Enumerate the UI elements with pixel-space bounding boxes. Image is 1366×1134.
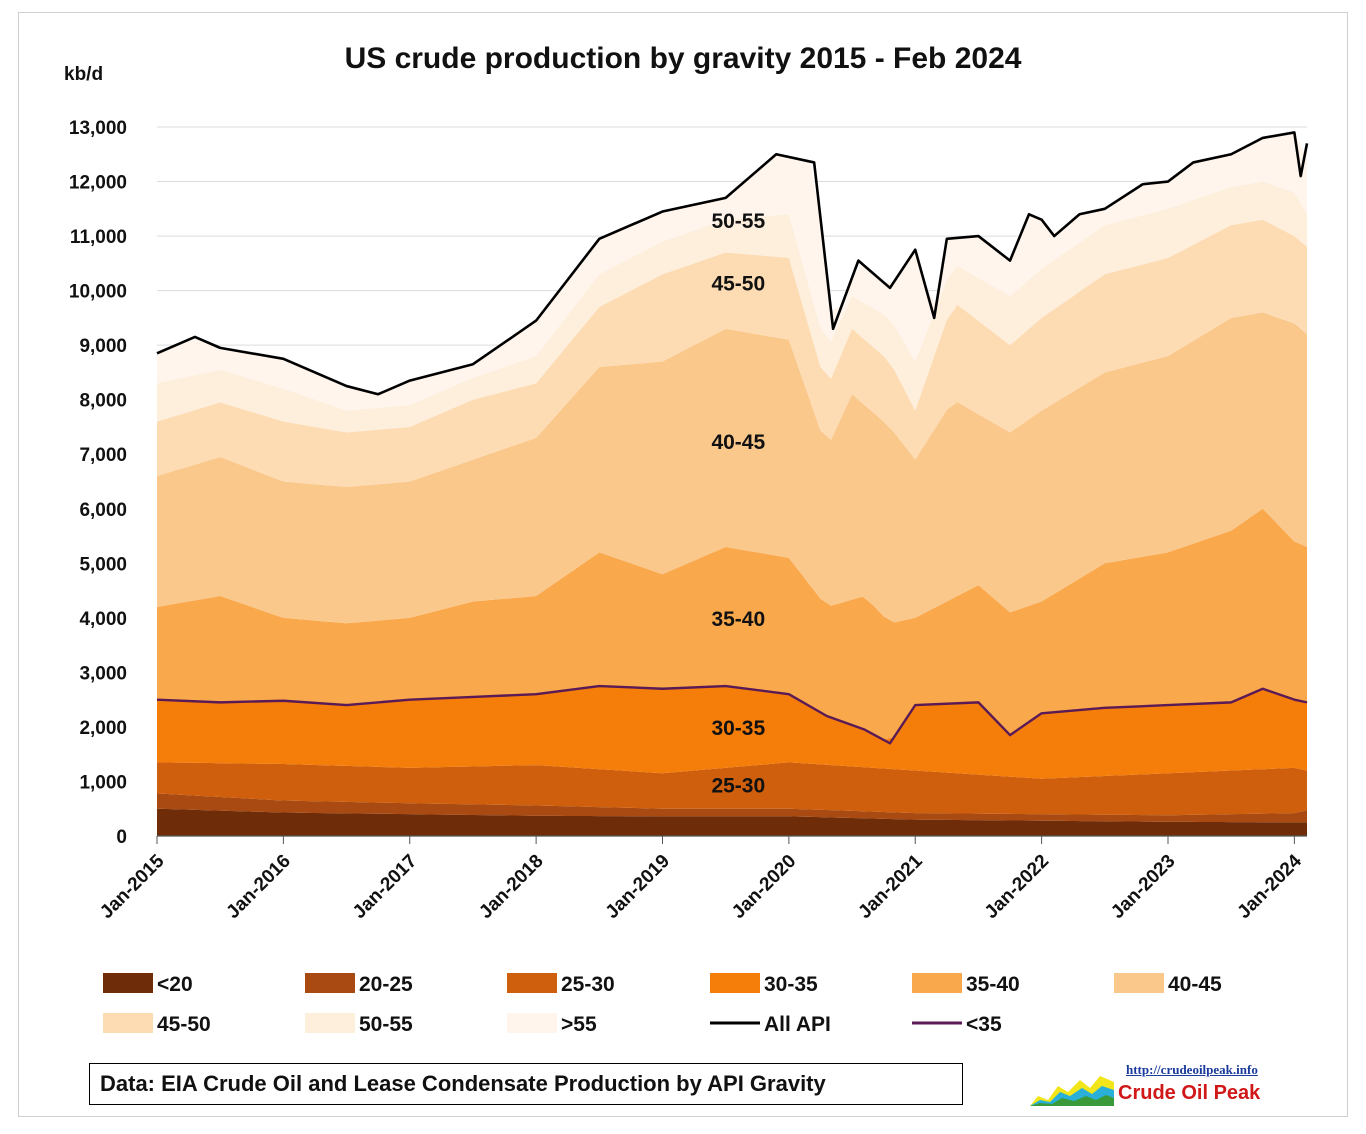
- y-tick-label: 0: [116, 827, 127, 848]
- x-tick-label: Jan-2016: [223, 851, 295, 923]
- y-axis-unit-label: kb/d: [64, 64, 103, 85]
- area-label: 50-55: [711, 210, 765, 233]
- area-annotations: 50-55 45-50 40-45 35-40 30-35 25-30: [711, 210, 765, 797]
- logo-name: Crude Oil Peak: [1118, 1082, 1261, 1104]
- crude-oil-peak-logo[interactable]: http://crudeoilpeak.info Crude Oil Peak: [1028, 1062, 1308, 1110]
- chart-title: US crude production by gravity 2015 - Fe…: [345, 42, 1022, 75]
- y-tick-label: 6,000: [79, 500, 127, 521]
- legend-swatch: [1114, 973, 1164, 993]
- legend-swatch: [305, 973, 355, 993]
- legend: <20 20-25 25-30 30-35 35-40 40-45 45-50 50-55 >5…: [103, 973, 1222, 1036]
- x-tick-label: Jan-2022: [981, 851, 1053, 923]
- y-tick-label: 5,000: [79, 554, 127, 575]
- y-tick-label: 11,000: [70, 227, 127, 248]
- logo-mini-chart-icon: [1030, 1076, 1114, 1106]
- legend-label: 50-55: [359, 1013, 413, 1036]
- x-tick-label: Jan-2020: [728, 851, 800, 923]
- chart-frame: [18, 12, 1348, 1117]
- line-lt35: [156, 684, 1308, 745]
- legend-label: All API: [764, 1013, 831, 1036]
- legend-swatch: [507, 973, 557, 993]
- y-tick-label: 13,000: [69, 118, 127, 139]
- y-tick-label: 8,000: [79, 391, 127, 412]
- legend-swatch: [103, 973, 153, 993]
- x-tick-label: Jan-2024: [1234, 850, 1307, 923]
- x-tick-label: Jan-2023: [1107, 851, 1179, 923]
- area-label: 40-45: [711, 431, 765, 454]
- stacked-areas: [157, 132, 1307, 836]
- area-45-50: [157, 219, 1307, 487]
- legend-swatch: [507, 1013, 557, 1033]
- x-tick-label: Jan-2015: [96, 850, 169, 923]
- area-label: 35-40: [711, 608, 765, 631]
- legend-label: 40-45: [1168, 973, 1222, 996]
- legend-label: <20: [157, 973, 193, 996]
- legend-swatch: [710, 973, 760, 993]
- y-tick-label: 3,000: [79, 663, 127, 684]
- legend-label: <35: [966, 1013, 1002, 1036]
- area-50-55: [157, 181, 1307, 433]
- series-lines: [156, 131, 1309, 745]
- y-tick-label: 9,000: [79, 336, 127, 357]
- legend-label: 45-50: [157, 1013, 211, 1036]
- area-20-25: [157, 793, 1307, 823]
- y-tick-label: 1,000: [79, 772, 127, 793]
- area-label: 25-30: [711, 774, 765, 797]
- area-label: 45-50: [711, 273, 765, 296]
- source-note-text: Data: EIA Crude Oil and Lease Condensate…: [100, 1071, 826, 1096]
- legend-label: 35-40: [966, 973, 1020, 996]
- legend-swatch: [103, 1013, 153, 1033]
- logo-url-link[interactable]: http://crudeoilpeak.info: [1126, 1062, 1258, 1077]
- area-lt20: [157, 808, 1307, 836]
- y-tick-label: 4,000: [79, 609, 127, 630]
- area-35-40: [157, 508, 1307, 740]
- area-25-30: [157, 762, 1307, 816]
- x-tick-label: Jan-2017: [349, 851, 421, 923]
- y-tick-label: 7,000: [79, 445, 127, 466]
- area-40-45: [157, 312, 1307, 624]
- y-tick-label: 12,000: [69, 173, 127, 194]
- chart-canvas: 0 1,000 2,000 3,000 4,000 5,000 6,000 7,000 8,00…: [64, 42, 1309, 1036]
- area-label: 30-35: [711, 717, 765, 740]
- line-all-api: [156, 131, 1309, 396]
- y-tick-label: 10,000: [69, 282, 127, 303]
- source-note: Data: EIA Crude Oil and Lease Condensate…: [89, 1063, 963, 1105]
- x-tick-label: Jan-2021: [854, 850, 927, 923]
- legend-label: 30-35: [764, 973, 818, 996]
- legend-swatch: [912, 973, 962, 993]
- y-tick-label: 2,000: [79, 718, 127, 739]
- legend-label: 25-30: [561, 973, 615, 996]
- legend-label: 20-25: [359, 973, 413, 996]
- legend-swatch: [305, 1013, 355, 1033]
- x-tick-label: Jan-2019: [602, 851, 674, 923]
- legend-label: >55: [561, 1013, 597, 1036]
- area-30-35: [157, 686, 1307, 779]
- x-tick-label: Jan-2018: [475, 851, 547, 923]
- area-gt55: [157, 132, 1307, 411]
